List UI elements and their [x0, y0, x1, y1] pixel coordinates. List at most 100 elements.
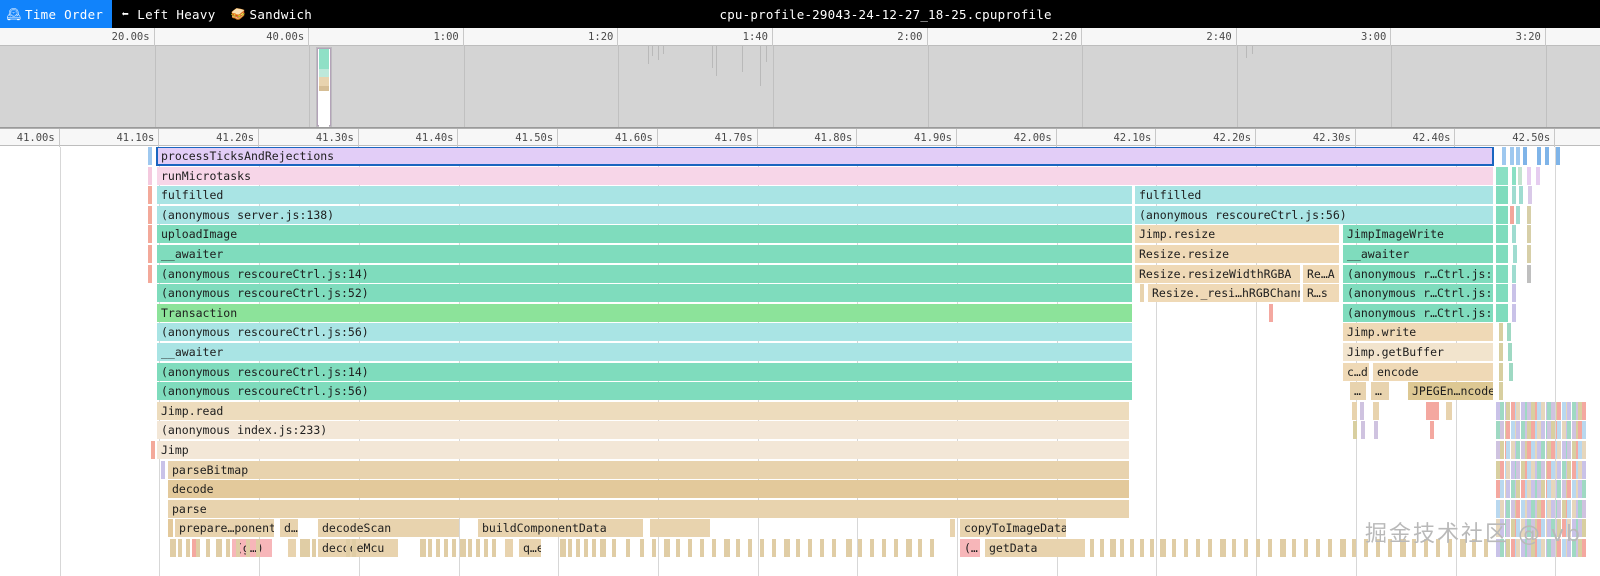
- flame-frame-sliver[interactable]: [1561, 421, 1566, 440]
- flame-frame-sliver[interactable]: [1499, 362, 1503, 381]
- flame-frame-sliver[interactable]: [1557, 460, 1562, 479]
- flame-frame-sliver[interactable]: [1510, 539, 1515, 557]
- flame-frame-sliver[interactable]: [832, 539, 836, 557]
- flame-frame-sliver[interactable]: [468, 539, 472, 557]
- flame-frame[interactable]: copyToImageData: [960, 519, 1066, 538]
- flame-frame-sliver[interactable]: [1557, 421, 1562, 440]
- flame-frame-sliver[interactable]: [1220, 539, 1226, 557]
- flame-frame-sliver[interactable]: [1561, 401, 1566, 420]
- flame-frame-sliver[interactable]: [161, 460, 165, 479]
- flame-frame-sliver[interactable]: [1561, 499, 1566, 518]
- flame-frame-sliver[interactable]: [1510, 205, 1514, 224]
- flame-frame-sliver[interactable]: [1567, 499, 1572, 518]
- flame-frame-sliver[interactable]: [772, 539, 776, 557]
- flame-frame-sliver[interactable]: [1268, 539, 1272, 557]
- flame-frame[interactable]: processTicksAndRejections: [156, 147, 1494, 166]
- flame-frame-sliver[interactable]: [1496, 480, 1500, 499]
- flame-frame-sliver[interactable]: [428, 539, 432, 557]
- flame-frame-sliver[interactable]: [1304, 539, 1308, 557]
- flame-frame-sliver[interactable]: [1526, 460, 1531, 479]
- flame-frame-sliver[interactable]: [724, 539, 730, 557]
- flame-frame-sliver[interactable]: [1446, 401, 1452, 420]
- flame-frame[interactable]: (anonymous r…Ctrl.js:38): [1343, 284, 1493, 303]
- flame-frame-sliver[interactable]: [1571, 519, 1576, 538]
- flame-frame-sliver[interactable]: [1571, 441, 1576, 459]
- flame-frame-sliver[interactable]: [444, 539, 448, 557]
- flame-frame-sliver[interactable]: [1430, 421, 1434, 440]
- flame-frame-sliver[interactable]: [1582, 401, 1586, 420]
- flame-frame-sliver[interactable]: [148, 264, 152, 283]
- flame-frame-sliver[interactable]: [1582, 519, 1586, 538]
- flame-frame[interactable]: Jimp.resize: [1135, 225, 1339, 244]
- flame-frame-sliver[interactable]: [1557, 539, 1562, 557]
- flame-frame-sliver[interactable]: [1567, 460, 1572, 479]
- flame-frame[interactable]: __awaiter: [157, 343, 1132, 361]
- flame-frame-sliver[interactable]: [1526, 499, 1531, 518]
- flame-frame-sliver[interactable]: [1448, 539, 1452, 557]
- flame-frame-sliver[interactable]: [858, 539, 862, 557]
- flame-frame-sliver[interactable]: [1577, 460, 1582, 479]
- flame-frame-sliver[interactable]: [1537, 147, 1541, 165]
- flame-frame-sliver[interactable]: [1516, 539, 1521, 557]
- flame-frame-sliver[interactable]: [1531, 539, 1535, 557]
- flame-frame-sliver[interactable]: [1506, 401, 1511, 420]
- flame-frame[interactable]: uploadImage: [157, 225, 1132, 244]
- flame-frame-sliver[interactable]: [1526, 539, 1531, 557]
- flame-frame-sliver[interactable]: [1506, 519, 1511, 538]
- flame-frame-sliver[interactable]: [1541, 421, 1546, 440]
- flame-frame-sliver[interactable]: [1507, 323, 1511, 342]
- flame-frame-sliver[interactable]: [760, 539, 764, 557]
- flame-frame-sliver[interactable]: [592, 539, 596, 557]
- flame-frame-sliver[interactable]: [1526, 441, 1531, 459]
- flame-frame[interactable]: decodeScan: [318, 519, 459, 538]
- flame-frame-sliver[interactable]: [148, 147, 152, 165]
- flame-frame-sliver[interactable]: [930, 539, 934, 557]
- flame-frame-sliver[interactable]: [1571, 499, 1576, 518]
- flame-frame-sliver[interactable]: [1577, 401, 1582, 420]
- flame-frame-sliver[interactable]: [1496, 303, 1508, 322]
- flame-frame-sliver[interactable]: [1510, 480, 1515, 499]
- flame-frame-sliver[interactable]: [600, 539, 606, 557]
- flame-frame-sliver[interactable]: [476, 539, 480, 557]
- flame-frame-sliver[interactable]: [1516, 401, 1521, 420]
- flame-frame-sliver[interactable]: [1527, 225, 1531, 244]
- flame-frame-sliver[interactable]: [1571, 421, 1576, 440]
- flame-frame-sliver[interactable]: [1527, 264, 1531, 283]
- flame-frame[interactable]: JimpImageWrite: [1343, 225, 1493, 244]
- flame-frame-sliver[interactable]: [1536, 441, 1541, 459]
- flame-frame-sliver[interactable]: [1577, 421, 1582, 440]
- flame-frame-sliver[interactable]: [784, 539, 790, 557]
- flame-frame-sliver[interactable]: [1172, 539, 1176, 557]
- flame-frame-sliver[interactable]: [1506, 539, 1511, 557]
- flame-frame-sliver[interactable]: [1500, 460, 1505, 479]
- flame-frame-sliver[interactable]: [226, 539, 230, 557]
- flame-frame-sliver[interactable]: [256, 539, 260, 557]
- flame-frame-sliver[interactable]: [352, 539, 356, 557]
- flame-frame[interactable]: parseBitmap: [168, 460, 1129, 479]
- tab-sandwich[interactable]: 🥪 Sandwich: [224, 0, 322, 28]
- flame-frame-sliver[interactable]: [626, 539, 630, 557]
- flame-frame-sliver[interactable]: [1567, 539, 1572, 557]
- flame-frame-sliver[interactable]: [1531, 480, 1535, 499]
- minimap-selection-window[interactable]: [317, 48, 331, 127]
- flame-frame-sliver[interactable]: [1496, 401, 1500, 420]
- flame-frame-sliver[interactable]: [1496, 225, 1508, 244]
- flame-frame-sliver[interactable]: [1551, 539, 1556, 557]
- flame-frame[interactable]: (anonymous rescoureCtrl.js:56): [157, 382, 1132, 401]
- flame-frame-sliver[interactable]: [584, 539, 588, 557]
- flame-frame-sliver[interactable]: [1557, 480, 1562, 499]
- flame-frame-sliver[interactable]: [1364, 539, 1368, 557]
- flame-frame[interactable]: Jimp: [157, 441, 1129, 459]
- flame-frame-sliver[interactable]: [192, 539, 197, 557]
- flame-frame-sliver[interactable]: [148, 205, 152, 224]
- flame-frame-sliver[interactable]: [148, 166, 152, 185]
- flame-frame-sliver[interactable]: [148, 186, 152, 205]
- flame-frame[interactable]: q…e: [519, 539, 541, 557]
- flame-frame-sliver[interactable]: [1512, 225, 1516, 244]
- flame-frame-sliver[interactable]: [1561, 539, 1566, 557]
- flame-frame-sliver[interactable]: [1536, 499, 1541, 518]
- flame-frame-sliver[interactable]: [1160, 539, 1166, 557]
- flame-frame-sliver[interactable]: [1412, 539, 1416, 557]
- flame-frame-sliver[interactable]: [1582, 460, 1586, 479]
- flame-frame-sliver[interactable]: [1531, 499, 1535, 518]
